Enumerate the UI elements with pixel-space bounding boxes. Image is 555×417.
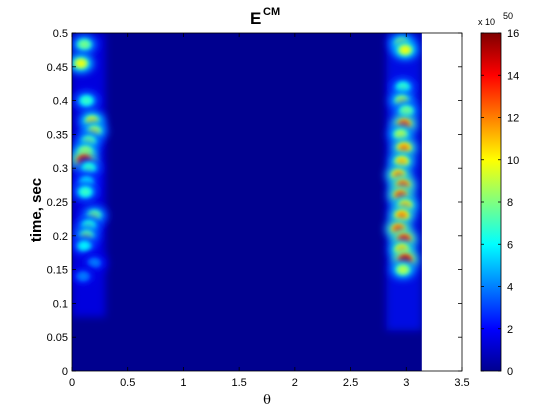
y-tick-label: 0.1 — [53, 298, 68, 310]
colorbar-multiplier: x 10 — [478, 17, 495, 27]
heatmap-hotspot — [72, 52, 95, 74]
y-tick-label: 0.5 — [53, 28, 68, 40]
x-axis-label: θ — [263, 393, 271, 408]
heatmap-hotspot-layer — [79, 41, 89, 48]
heatmap-hotspot-layer — [397, 157, 407, 165]
heatmap-hotspot — [72, 235, 99, 257]
heatmap-hotspot — [391, 39, 420, 61]
x-tick-label: 0 — [69, 377, 75, 389]
colorbar-tick-label: 16 — [507, 28, 519, 40]
y-tick-label: 0.15 — [47, 265, 68, 277]
heatmap-hotspot-layer — [78, 272, 88, 280]
heatmap-hotspot — [72, 265, 98, 287]
heatmap-hotspot — [72, 90, 101, 112]
heatmap-hotspot-layer — [401, 107, 411, 115]
y-tick-label: 0.2 — [53, 231, 68, 243]
heatmap-hotspot — [388, 259, 417, 281]
y-axis-label: time, sec — [28, 178, 45, 242]
heatmap-hotspot — [392, 100, 421, 122]
heatmap-hotspot-layer — [396, 130, 406, 138]
y-tick-label: 0 — [62, 366, 68, 378]
heatmap-hotspot-layer — [398, 266, 408, 274]
heatmap-hotspot-layer — [399, 144, 409, 152]
x-tick-label: 1 — [180, 377, 186, 389]
colorbar-tick-label: 8 — [507, 197, 513, 209]
y-tick-label: 0.3 — [53, 163, 68, 175]
heatmap-hotspot — [72, 181, 100, 203]
colorbar-tick-label: 2 — [507, 324, 513, 336]
colorbar-multiplier-exponent: 50 — [503, 11, 513, 21]
y-axis-ticks: 0 0.05 0.1 0.15 0.2 0.25 0.3 0.35 0.4 0.45 0.5 — [47, 28, 462, 378]
heatmap — [72, 33, 422, 371]
chart-title: E — [250, 9, 261, 28]
x-axis-ticks: 0 0.5 1 1.5 2 2.5 3 3.5 — [69, 33, 470, 389]
colorbar-tick-label: 10 — [507, 155, 519, 167]
x-tick-label: 3.5 — [454, 377, 469, 389]
heatmap-hotspot — [387, 150, 416, 172]
colorbar-tick-label: 4 — [507, 282, 513, 294]
y-tick-label: 0.25 — [47, 197, 68, 209]
colorbar-ticks: 0 2 4 6 8 10 12 14 16 — [481, 28, 519, 378]
colorbar-tick-label: 14 — [507, 70, 519, 82]
heatmap-background — [72, 33, 422, 371]
y-tick-label: 0.45 — [47, 62, 68, 74]
heatmap-hotspot-layer — [79, 242, 89, 250]
y-tick-label: 0.05 — [47, 332, 68, 344]
heatmap-hotspot-layer — [400, 46, 410, 54]
x-tick-label: 2.5 — [343, 377, 358, 389]
colorbar-gradient — [481, 33, 501, 371]
x-tick-label: 2 — [292, 377, 298, 389]
heatmap-hotspot-layer — [398, 83, 408, 91]
x-tick-label: 0.5 — [120, 377, 135, 389]
heatmap-hotspot-layer — [80, 188, 91, 196]
chart-title-superscript: CM — [263, 6, 280, 18]
heatmap-hotspot-layer — [84, 164, 94, 172]
heatmap-hotspots — [72, 33, 421, 287]
x-tick-label: 3 — [403, 377, 409, 389]
x-tick-label: 1.5 — [231, 377, 246, 389]
y-tick-label: 0.4 — [53, 96, 68, 108]
colorbar-tick-label: 12 — [507, 113, 519, 125]
colorbar-tick-label: 0 — [507, 366, 513, 378]
heatmap-hotspot-layer — [81, 97, 92, 105]
heatmap-hotspot — [72, 33, 99, 55]
heatmap-hotspot-layer — [76, 59, 86, 67]
colorbar-tick-label: 6 — [507, 239, 513, 251]
heatmap-hotspot-layer — [397, 212, 407, 220]
y-tick-label: 0.35 — [47, 129, 68, 141]
heatmap-hotspot-layer — [89, 259, 99, 267]
colorbar: 0 2 4 6 8 10 12 14 16 x 10 50 — [478, 11, 519, 378]
